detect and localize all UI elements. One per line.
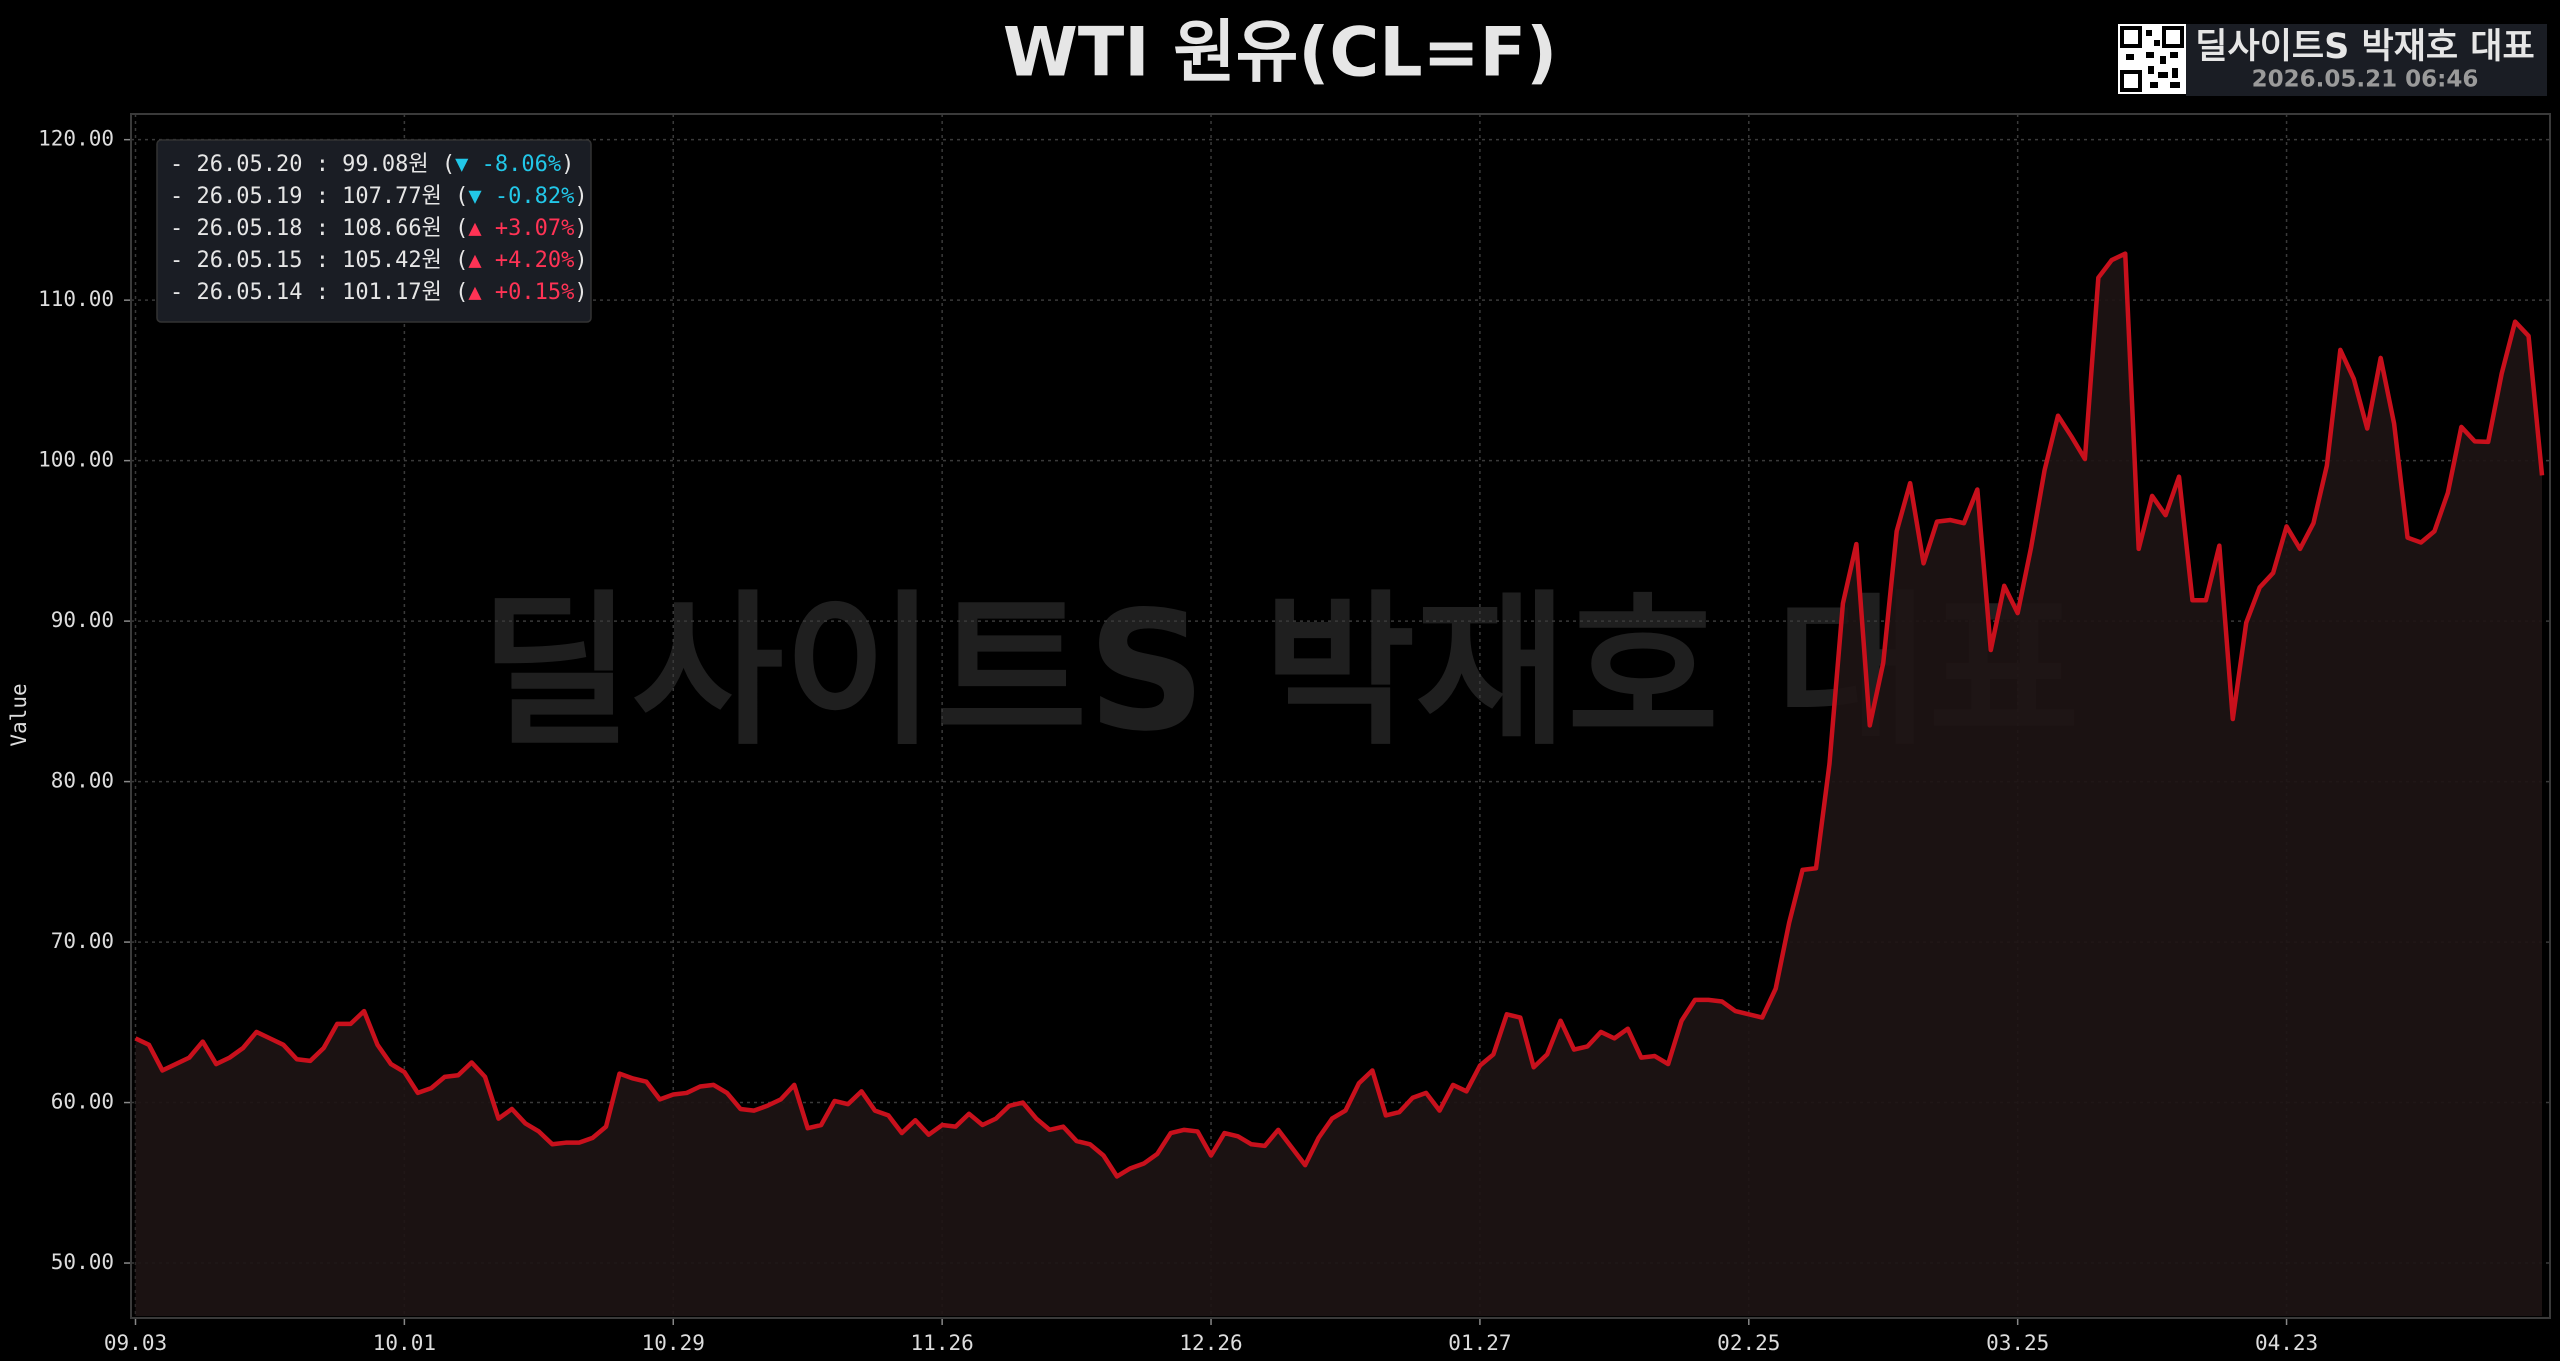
brand-timestamp: 2026.05.21 06:46 [2252, 67, 2479, 93]
x-tick-label: 02.25 [1717, 1331, 1780, 1355]
area [135, 253, 2542, 1316]
legend-entry: - 26.05.15 : 105.42원 (▲ +4.20%) [170, 248, 588, 273]
x-tick-label: 10.01 [373, 1331, 436, 1355]
x-tick-label: 11.26 [911, 1331, 974, 1355]
line [134, 251, 2545, 1179]
chart-title: WTI 원유(CL=F) [1003, 14, 1557, 93]
y-tick-label: 70.00 [51, 929, 114, 953]
x-tick-label: 04.23 [2255, 1331, 2318, 1355]
brand-box [2186, 24, 2547, 96]
qr-code [2118, 24, 2186, 94]
x-tick-label: 01.27 [1448, 1331, 1511, 1355]
y-tick-label: 110.00 [38, 287, 114, 311]
y-tick-label: 80.00 [51, 769, 114, 793]
y-tick-label: 100.00 [38, 448, 114, 472]
legend-box [156, 139, 592, 323]
x-tick-label: 03.25 [1986, 1331, 2049, 1355]
legend: - 26.05.20 : 99.08원 (▼ -8.06%) - 26.05.19… [170, 152, 588, 305]
x-tick-label: 09.03 [104, 1331, 167, 1355]
x-tick-label: 10.29 [642, 1331, 705, 1355]
legend-entry: - 26.05.14 : 101.17원 (▲ +0.15%) [170, 280, 588, 305]
plot-area [124, 114, 2550, 1325]
y-axis-label: Value [7, 683, 31, 746]
watermark: 딜사이트S 박재호 대표 [480, 575, 2080, 767]
brand-name: 딜사이트S 박재호 대표 [2195, 27, 2534, 67]
legend-entry: - 26.05.19 : 107.77원 (▼ -0.82%) [170, 184, 588, 209]
plot-frame [130, 113, 2551, 1319]
legend-entry: - 26.05.20 : 99.08원 (▼ -8.06%) [170, 152, 574, 177]
y-tick-label: 90.00 [51, 608, 114, 632]
legend-entry: - 26.05.18 : 108.66원 (▲ +3.07%) [170, 216, 588, 241]
x-tick-label: 12.26 [1179, 1331, 1242, 1355]
y-tick-label: 60.00 [51, 1090, 114, 1114]
y-tick-label: 50.00 [51, 1250, 114, 1274]
y-tick-label: 120.00 [38, 127, 114, 151]
